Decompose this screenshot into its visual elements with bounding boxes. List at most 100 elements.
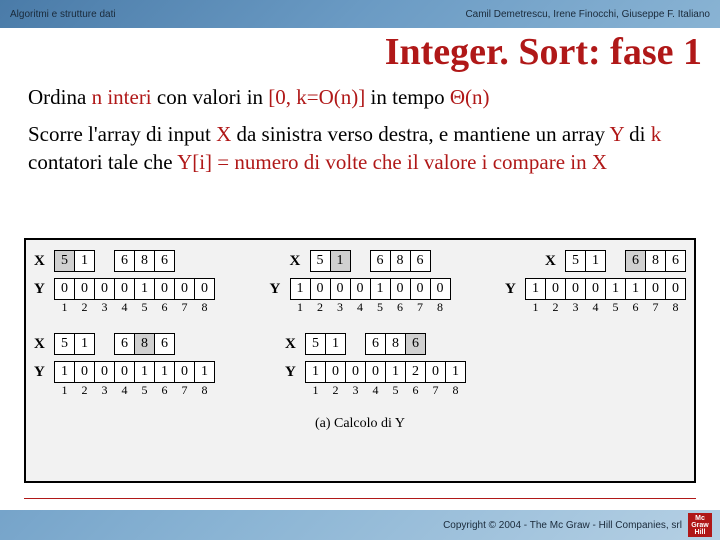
slide-title: Integer. Sort: fase 1 — [385, 30, 702, 74]
index-label: 2 — [325, 383, 346, 398]
array-cell: 8 — [134, 333, 155, 355]
array-cell: 1 — [525, 278, 546, 300]
array-block: X51686 — [34, 333, 175, 355]
array-cell: 0 — [325, 361, 346, 383]
array-cell: 6 — [365, 333, 386, 355]
paragraph-2: Scorre l'array di input X da sinistra ve… — [28, 121, 700, 176]
array-cell: 6 — [114, 250, 135, 272]
index-label: 1 — [305, 383, 326, 398]
array-cell: 0 — [565, 278, 586, 300]
array-cell: 0 — [114, 278, 135, 300]
header-right: Camil Demetrescu, Irene Finocchi, Giusep… — [465, 9, 710, 20]
index-label: 7 — [174, 383, 195, 398]
array-cell: 0 — [74, 361, 95, 383]
array-cell: 0 — [345, 361, 366, 383]
array-cell: 1 — [625, 278, 646, 300]
array-cell: 0 — [174, 361, 195, 383]
array-label: Y — [34, 278, 54, 298]
array-cell: 1 — [194, 361, 215, 383]
array-cell: 8 — [385, 333, 406, 355]
array-cell: 6 — [154, 333, 175, 355]
diagram: X51686X51686X51686Y0000100012345678Y1000… — [24, 238, 696, 483]
array-cell: 0 — [174, 278, 195, 300]
array-cell: 1 — [330, 250, 351, 272]
array-label: X — [285, 333, 305, 353]
array-cell: 0 — [194, 278, 215, 300]
footer: Copyright © 2004 - The Mc Graw - Hill Co… — [0, 510, 720, 540]
array-cell: 6 — [625, 250, 646, 272]
index-label: 8 — [445, 383, 466, 398]
array-cell: 0 — [94, 361, 115, 383]
array-cell: 6 — [410, 250, 431, 272]
array-block: X51686 — [290, 250, 431, 272]
array-label: X — [545, 250, 565, 270]
header-left: Algoritmi e strutture dati — [10, 9, 116, 20]
index-label: 6 — [390, 300, 411, 315]
index-label: 7 — [425, 383, 446, 398]
array-cell: 0 — [365, 361, 386, 383]
array-block: X51686 — [545, 250, 686, 272]
array-cell: 1 — [134, 278, 155, 300]
index-label: 3 — [565, 300, 586, 315]
array-cell: 8 — [134, 250, 155, 272]
array-cell: 0 — [54, 278, 75, 300]
array-cell: 0 — [94, 278, 115, 300]
array-label: X — [34, 333, 54, 353]
array-cell — [94, 250, 115, 272]
index-label: 7 — [410, 300, 431, 315]
array-cell: 0 — [425, 361, 446, 383]
array-cell: 5 — [565, 250, 586, 272]
index-label: 3 — [330, 300, 351, 315]
array-cell: 6 — [665, 250, 686, 272]
array-block: Y1000110112345678 — [34, 361, 215, 398]
array-cell: 0 — [114, 361, 135, 383]
array-block: X51686 — [285, 333, 426, 355]
array-cell: 0 — [545, 278, 566, 300]
array-cell: 6 — [154, 250, 175, 272]
array-block: Y1000110012345678 — [505, 278, 686, 315]
index-label: 8 — [194, 383, 215, 398]
array-cell — [345, 333, 366, 355]
index-label: 3 — [94, 300, 115, 315]
paragraph-1: Ordina n interi con valori in [0, k=O(n)… — [28, 84, 700, 111]
array-cell: 1 — [74, 333, 95, 355]
index-label: 2 — [545, 300, 566, 315]
index-label: 6 — [154, 383, 175, 398]
array-cell: 0 — [430, 278, 451, 300]
array-cell — [350, 250, 371, 272]
array-cell: 5 — [310, 250, 331, 272]
body-text: Ordina n interi con valori in [0, k=O(n)… — [28, 84, 700, 186]
array-cell: 1 — [290, 278, 311, 300]
array-cell: 0 — [74, 278, 95, 300]
array-cell: 0 — [310, 278, 331, 300]
index-label: 5 — [605, 300, 626, 315]
array-cell: 1 — [370, 278, 391, 300]
array-cell: 1 — [385, 361, 406, 383]
index-label: 3 — [94, 383, 115, 398]
index-label: 8 — [665, 300, 686, 315]
array-block: X51686 — [34, 250, 175, 272]
array-label: Y — [285, 361, 305, 381]
publisher-logo: Mc Graw Hill — [688, 513, 712, 537]
footer-rule — [24, 498, 696, 499]
array-cell: 1 — [325, 333, 346, 355]
array-label: Y — [505, 278, 525, 298]
index-label: 2 — [310, 300, 331, 315]
index-label: 4 — [114, 383, 135, 398]
array-cell: 5 — [305, 333, 326, 355]
array-cell: 6 — [405, 333, 426, 355]
array-label: X — [290, 250, 310, 270]
array-label: X — [34, 250, 54, 270]
array-cell: 1 — [585, 250, 606, 272]
index-label: 4 — [114, 300, 135, 315]
array-block: Y1000120112345678 — [285, 361, 466, 398]
array-cell: 0 — [330, 278, 351, 300]
array-cell: 2 — [405, 361, 426, 383]
index-label: 7 — [174, 300, 195, 315]
index-label: 5 — [134, 300, 155, 315]
index-label: 1 — [54, 383, 75, 398]
index-label: 5 — [385, 383, 406, 398]
index-label: 3 — [345, 383, 366, 398]
array-cell: 1 — [154, 361, 175, 383]
header: Algoritmi e strutture dati Camil Demetre… — [0, 0, 720, 28]
